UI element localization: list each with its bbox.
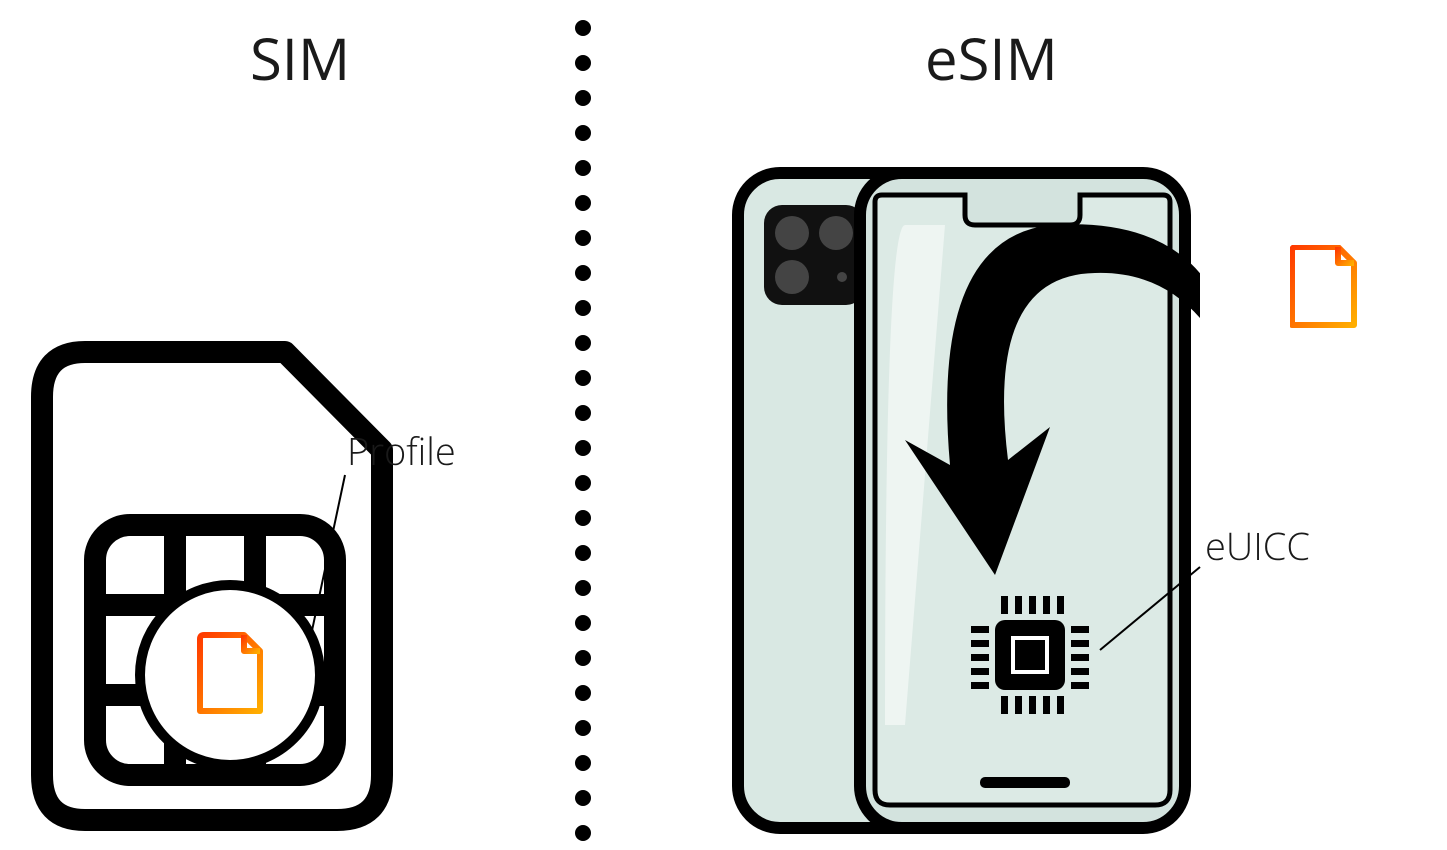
divider-dot: [575, 440, 591, 456]
divider-dot: [575, 405, 591, 421]
divider-dot: [575, 20, 591, 36]
divider-dot: [575, 475, 591, 491]
divider-dot: [575, 55, 591, 71]
divider-dot: [575, 160, 591, 176]
file-icon-right: [1290, 245, 1358, 335]
divider-dot: [575, 335, 591, 351]
esim-title: eSIM: [925, 18, 1058, 97]
divider-dot: [575, 510, 591, 526]
divider-dot: [575, 195, 591, 211]
divider-dot: [575, 300, 591, 316]
euicc-label: eUICC: [1205, 520, 1310, 572]
divider-dot: [575, 370, 591, 386]
divider-dot: [575, 125, 591, 141]
divider-dot: [575, 685, 591, 701]
divider-dot: [575, 720, 591, 736]
vertical-divider: [575, 20, 591, 841]
divider-dot: [575, 755, 591, 771]
chip-icon: [965, 590, 1095, 725]
profile-label: Profile: [347, 425, 456, 477]
divider-dot: [575, 790, 591, 806]
divider-dot: [575, 90, 591, 106]
divider-dot: [575, 545, 591, 561]
divider-dot: [575, 580, 591, 596]
divider-dot: [575, 265, 591, 281]
divider-dot: [575, 230, 591, 246]
sim-card-graphic: [30, 340, 410, 840]
divider-dot: [575, 650, 591, 666]
phone-graphic: [730, 165, 1200, 850]
divider-dot: [575, 615, 591, 631]
divider-dot: [575, 825, 591, 841]
sim-title: SIM: [250, 18, 350, 97]
